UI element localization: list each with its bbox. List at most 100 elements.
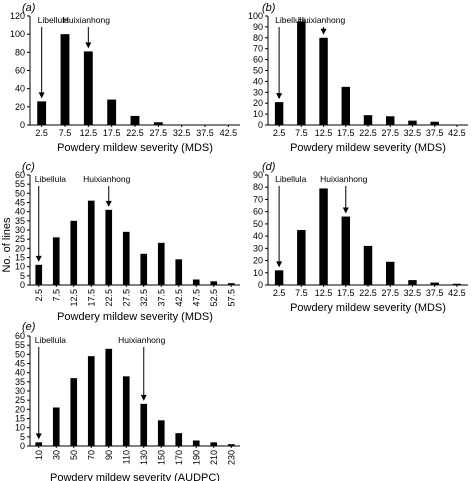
bar: [227, 444, 235, 446]
bar: [227, 283, 235, 285]
x-tick-label: 230: [226, 450, 236, 465]
panel-label: (c): [22, 161, 35, 173]
y-tick-label: 25: [15, 395, 25, 405]
annotation-label: Libellula: [275, 174, 306, 184]
y-tick-label: 40: [253, 76, 263, 86]
x-tick-label: 7.5: [295, 288, 308, 298]
x-tick-label: 90: [104, 450, 114, 460]
bar: [430, 121, 439, 125]
y-tick-label: 50: [253, 219, 263, 229]
y-tick-label: 60: [253, 55, 263, 65]
panel-label: (b): [262, 2, 276, 14]
y-tick-label: 0: [258, 280, 263, 290]
y-tick-label: 100: [10, 29, 25, 39]
bar: [140, 403, 148, 446]
annotation-label: Libellula: [35, 335, 66, 345]
y-tick-label: 30: [15, 386, 25, 396]
bar: [157, 420, 165, 446]
y-tick-label: 40: [15, 84, 25, 94]
bar: [274, 102, 284, 125]
y-tick-label: 50: [15, 188, 25, 198]
x-tick-label: 190: [191, 450, 201, 465]
bar: [70, 220, 78, 285]
bar: [70, 378, 78, 446]
x-tick-label: 2.5: [273, 128, 286, 138]
y-tick-label: 100: [248, 11, 263, 21]
y-tick-label: 60: [15, 170, 25, 180]
y-tick-label: 20: [15, 243, 25, 253]
annotation-arrow-head: [35, 255, 42, 262]
y-tick-label: 20: [253, 98, 263, 108]
y-tick-label: 50: [253, 66, 263, 76]
annotation-arrow-head: [342, 207, 349, 214]
y-tick-label: 40: [15, 207, 25, 217]
y-tick-label: 10: [253, 268, 263, 278]
y-tick-label: 40: [15, 368, 25, 378]
annotation-label: Libellula: [275, 15, 306, 25]
x-tick-label: 27.5: [381, 128, 399, 138]
x-tick-label: 42.5: [220, 128, 238, 138]
x-tick-label: 32.5: [404, 128, 422, 138]
x-tick-label: 37.5: [156, 289, 166, 307]
y-tick-label: 0: [20, 441, 25, 451]
bar: [319, 188, 328, 285]
x-tick-label: 30: [51, 450, 61, 460]
bar: [274, 270, 284, 285]
y-tick-label: 40: [253, 231, 263, 241]
x-tick-label: 17.5: [337, 288, 355, 298]
x-tick-label: 27.5: [121, 289, 131, 307]
x-tick-label: 42.5: [174, 289, 184, 307]
bar: [341, 86, 350, 125]
y-tick-label: 20: [15, 404, 25, 414]
x-tick-label: 32.5: [173, 128, 191, 138]
x-tick-label: 42.5: [448, 288, 466, 298]
x-tick-label: 2.5: [35, 128, 48, 138]
y-tick-label: 10: [253, 109, 263, 119]
y-tick-label: 80: [253, 182, 263, 192]
x-tick-label: 27.5: [150, 128, 168, 138]
bar: [60, 34, 70, 125]
x-tick-label: 17.5: [337, 128, 355, 138]
annotation-label: Libellula: [35, 174, 66, 184]
x-tick-label: 22.5: [359, 288, 377, 298]
y-tick-label: 60: [253, 207, 263, 217]
bar: [408, 120, 417, 125]
x-tick-label: 32.5: [139, 289, 149, 307]
x-tick-label: 130: [139, 450, 149, 465]
bar: [35, 264, 43, 285]
annotation-arrow-head: [276, 93, 283, 100]
chart-panel-1: (a) 0 20 40 60 80 100 120 2.5 7.5 12.5 17.5 22.5 27.5…: [10, 2, 240, 154]
y-tick-label: 0: [258, 120, 263, 130]
x-tick-label: 7.5: [59, 128, 72, 138]
x-tick-label: 70: [86, 450, 96, 460]
annotation-label: Huixianhong: [83, 174, 131, 184]
y-tick-label: 50: [15, 349, 25, 359]
bar: [157, 242, 165, 285]
bar: [386, 116, 395, 125]
bar: [363, 245, 373, 285]
shared-y-axis-label: No. of lines: [1, 217, 13, 273]
bar: [341, 216, 350, 285]
x-axis-label: Powdery mildew severity (MDS): [57, 142, 213, 154]
bar: [105, 209, 113, 285]
bar: [35, 442, 43, 446]
annotation-arrow-head: [276, 261, 283, 268]
y-tick-label: 0: [20, 120, 25, 130]
bar: [153, 122, 163, 125]
bar: [192, 279, 200, 285]
bar: [210, 442, 218, 446]
x-tick-label: 7.5: [51, 289, 61, 302]
y-tick-label: 10: [15, 262, 25, 272]
annotation-arrow-head: [140, 394, 147, 401]
bar: [107, 99, 117, 125]
x-tick-label: 42.5: [448, 128, 466, 138]
bar: [83, 51, 93, 125]
y-tick-label: 55: [15, 179, 25, 189]
bar: [408, 280, 417, 285]
panel-label: (e): [22, 321, 36, 333]
x-tick-label: 57.5: [226, 289, 236, 307]
